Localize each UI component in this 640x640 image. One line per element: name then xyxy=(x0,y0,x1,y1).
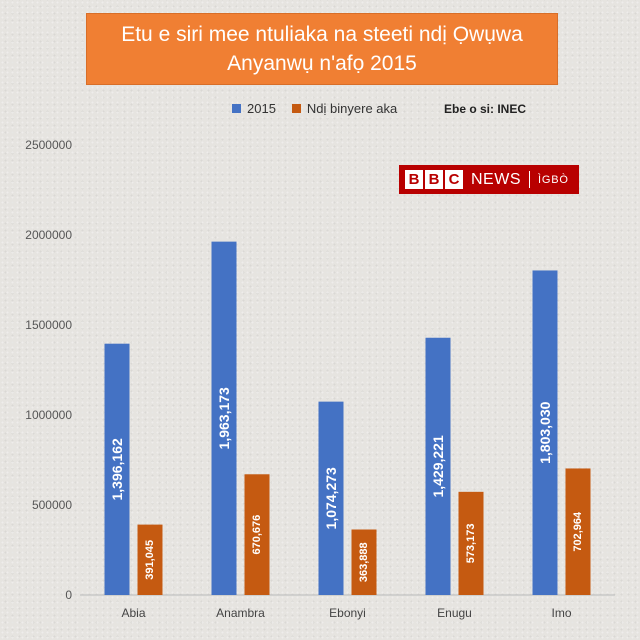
data-label-enugu-series-1: 573,173 xyxy=(465,524,477,564)
legend-item-2015: 2015 xyxy=(232,101,276,116)
legend: 2015 Ndị binyere aka xyxy=(232,101,413,116)
y-tick-label-0: 0 xyxy=(65,588,72,602)
legend-label-2015: 2015 xyxy=(247,101,276,116)
data-label-enugu-series-0: 1,429,221 xyxy=(430,435,446,497)
legend-swatch-2015 xyxy=(232,104,241,113)
x-tick-label-abia: Abia xyxy=(121,606,145,620)
legend-item-signed: Ndị binyere aka xyxy=(291,101,398,116)
y-tick-label-3: 1500000 xyxy=(25,318,72,332)
legend-label-signed: Ndị binyere aka xyxy=(306,101,398,116)
bar-abia-series-1 xyxy=(137,524,163,595)
y-tick-label-2: 1000000 xyxy=(25,408,72,422)
x-tick-label-enugu: Enugu xyxy=(437,606,472,620)
data-label-anambra-series-1: 670,676 xyxy=(251,515,263,555)
bar-anambra-series-0 xyxy=(211,241,237,596)
bar-imo-series-0 xyxy=(532,270,558,595)
bar-ebonyi-series-1 xyxy=(351,529,377,595)
bar-enugu-series-1 xyxy=(458,491,484,595)
bar-ebonyi-series-0 xyxy=(318,401,344,595)
data-label-anambra-series-0: 1,963,173 xyxy=(216,387,232,449)
data-label-imo-series-1: 702,964 xyxy=(572,511,584,552)
bbc-logo-news: NEWS xyxy=(471,170,521,188)
x-tick-label-anambra: Anambra xyxy=(216,606,265,620)
bar-anambra-series-1 xyxy=(244,474,270,595)
bar-abia-series-0 xyxy=(104,343,130,595)
bbc-logo-block-c: C xyxy=(445,170,463,189)
bbc-logo-block-b1: B xyxy=(405,170,423,189)
bbc-news-igbo-logo: B B C NEWS ÌGBÒ xyxy=(399,165,579,194)
bbc-logo-block-b2: B xyxy=(425,170,443,189)
chart-title-line-2: Anyanwụ n'afọ 2015 xyxy=(227,52,417,75)
chart-title: Etu e siri mee ntuliaka na steeti ndị Ọw… xyxy=(86,13,558,85)
bar-enugu-series-0 xyxy=(425,337,451,595)
y-tick-label-5: 2500000 xyxy=(25,138,72,152)
bbc-logo-separator xyxy=(529,171,530,188)
chart-title-line-1: Etu e siri mee ntuliaka na steeti ndị Ọw… xyxy=(121,23,523,46)
x-tick-label-ebonyi: Ebonyi xyxy=(329,606,366,620)
data-label-abia-series-0: 1,396,162 xyxy=(109,438,125,500)
bbc-logo-language: ÌGBÒ xyxy=(538,173,569,186)
bar-imo-series-1 xyxy=(565,468,591,595)
legend-swatch-signed xyxy=(291,104,301,113)
data-label-abia-series-1: 391,045 xyxy=(144,540,156,580)
x-tick-label-imo: Imo xyxy=(551,606,571,620)
data-label-ebonyi-series-1: 363,888 xyxy=(358,542,370,582)
source-label: Ebe o si: INEC xyxy=(444,102,527,116)
data-label-imo-series-0: 1,803,030 xyxy=(537,401,553,463)
y-tick-label-4: 2000000 xyxy=(25,228,72,242)
y-tick-label-1: 500000 xyxy=(32,498,72,512)
data-label-ebonyi-series-0: 1,074,273 xyxy=(323,467,339,529)
